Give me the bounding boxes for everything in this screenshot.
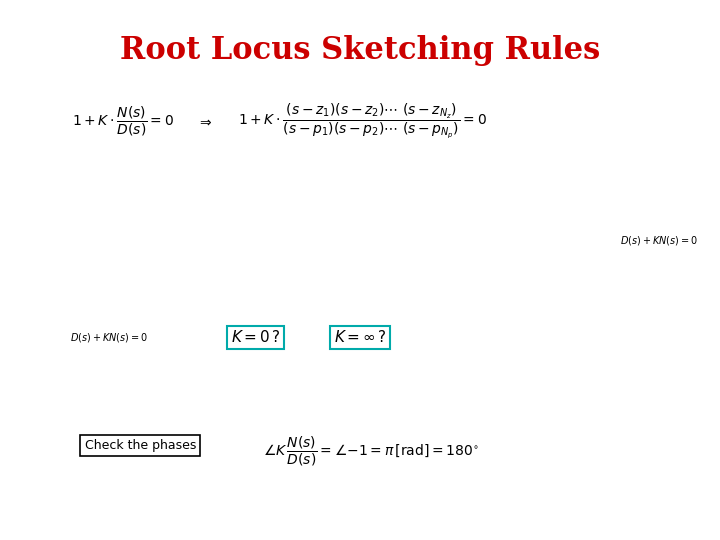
Text: $1 + K \cdot \dfrac{N(s)}{D(s)} = 0$: $1 + K \cdot \dfrac{N(s)}{D(s)} = 0$: [72, 105, 174, 138]
Text: Check the phases: Check the phases: [85, 439, 196, 452]
Text: $K = \infty\,?$: $K = \infty\,?$: [333, 329, 387, 346]
Text: $1 + K \cdot \dfrac{(s-z_1)(s-z_2)\cdots\ (s-z_{N_z})}{(s-p_1)(s-p_2)\cdots\ (s-: $1 + K \cdot \dfrac{(s-z_1)(s-z_2)\cdots…: [238, 102, 487, 141]
Text: $K = 0\,?$: $K = 0\,?$: [230, 329, 281, 346]
Text: $\Rightarrow$: $\Rightarrow$: [197, 114, 213, 129]
Text: $\angle K\,\dfrac{N(s)}{D(s)} = \angle{-1} = \pi\,[\mathrm{rad}] = 180^{\circ}$: $\angle K\,\dfrac{N(s)}{D(s)} = \angle{-…: [263, 434, 479, 468]
Text: Root Locus Sketching Rules: Root Locus Sketching Rules: [120, 35, 600, 66]
Text: $D(s)+ KN(s)=0$: $D(s)+ KN(s)=0$: [621, 234, 698, 247]
Text: $D(s)+ KN(s)=0$: $D(s)+ KN(s)=0$: [70, 331, 148, 344]
